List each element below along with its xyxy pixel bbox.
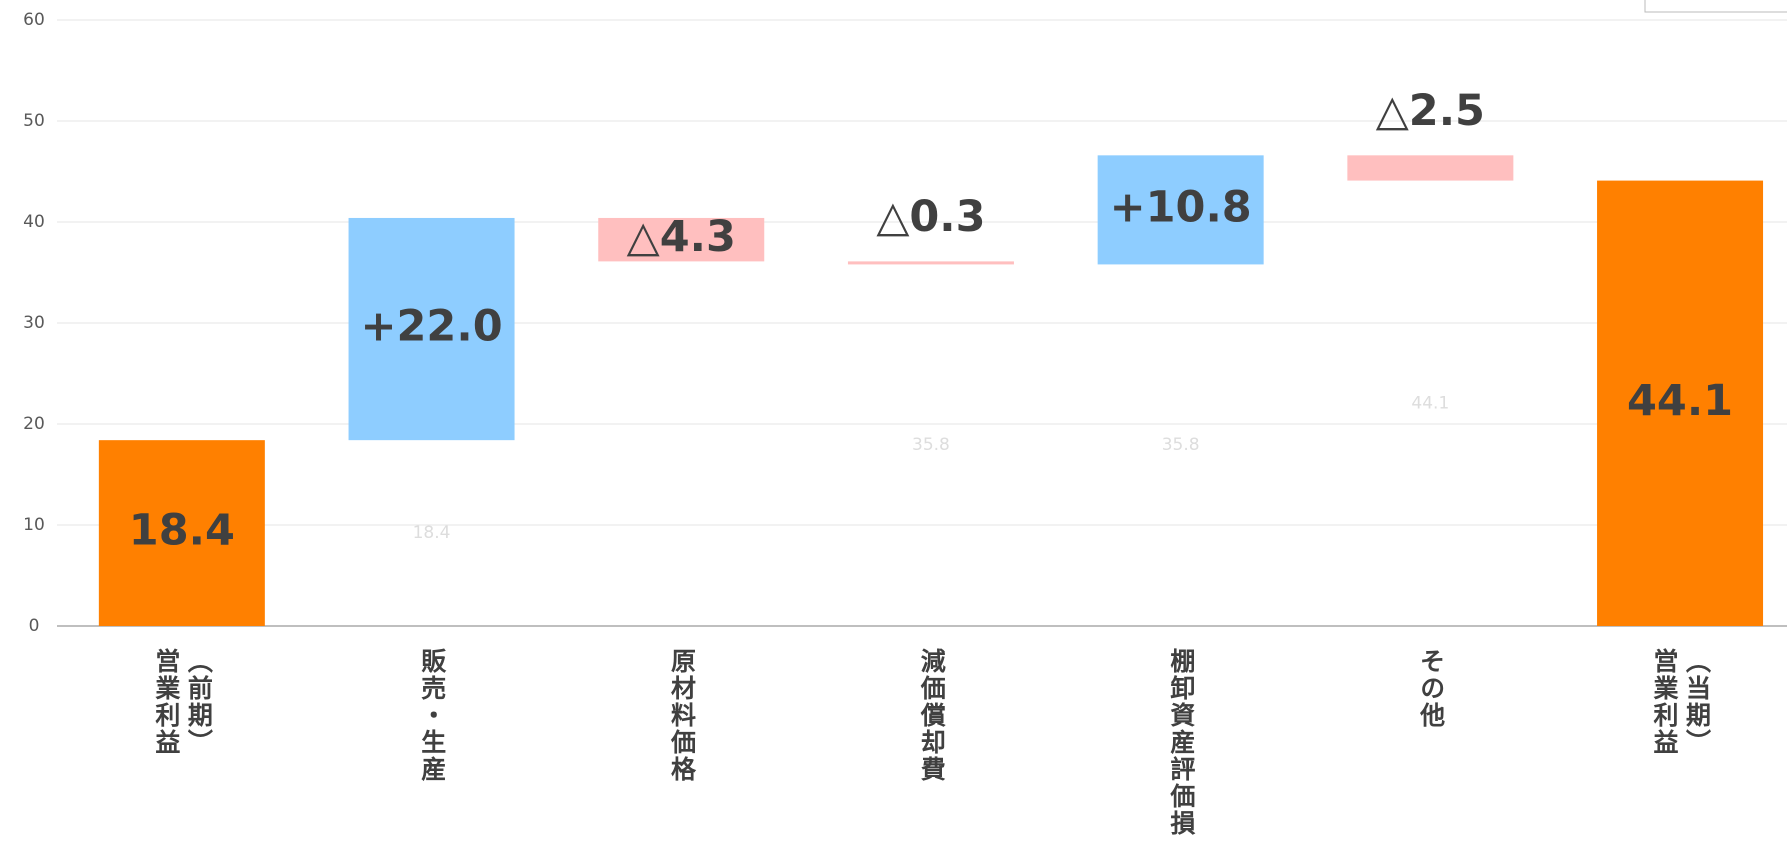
decrease-bar [598, 217, 765, 262]
x-tick-label: 棚卸資産評価損 [1166, 648, 1196, 837]
data-label: +22.0 [360, 302, 502, 352]
y-tick-label: 0 [29, 616, 40, 636]
increase-bar [1097, 155, 1264, 265]
data-label: △4.3 [627, 212, 736, 262]
x-tick-label: 原材料価格 [667, 648, 697, 783]
x-tick-label: （当期） 営業利益 [1650, 648, 1712, 756]
base-label: 18.4 [413, 523, 451, 543]
decrease-bar [1347, 155, 1514, 181]
legend-box [1644, 0, 1787, 13]
y-tick-label: 10 [23, 515, 45, 535]
base-label: 35.8 [912, 435, 950, 455]
y-tick-label: 20 [23, 414, 45, 434]
base-bar [598, 261, 764, 626]
data-label: △0.3 [876, 192, 985, 242]
data-label: △2.5 [1376, 86, 1485, 136]
base-label: 44.1 [1411, 393, 1449, 413]
y-tick-label: 60 [23, 10, 45, 30]
y-tick-label: 30 [23, 313, 45, 333]
y-tick-label: 50 [23, 111, 45, 131]
x-tick-label: 販売・生産 [417, 648, 447, 783]
data-label: 44.1 [1627, 376, 1733, 426]
data-label: +10.8 [1110, 182, 1252, 232]
total-bar [1597, 180, 1764, 626]
x-tick-label: 減価償却費 [917, 648, 947, 783]
x-tick-label: （前期） 営業利益 [151, 648, 214, 756]
y-tick-label: 40 [23, 212, 45, 232]
data-label: 18.4 [129, 506, 235, 556]
decrease-bar [847, 261, 1014, 265]
base-label: 35.8 [1162, 435, 1200, 455]
x-tick-label: その他 [1416, 648, 1446, 729]
total-bar [98, 440, 265, 626]
increase-bar [348, 217, 515, 441]
